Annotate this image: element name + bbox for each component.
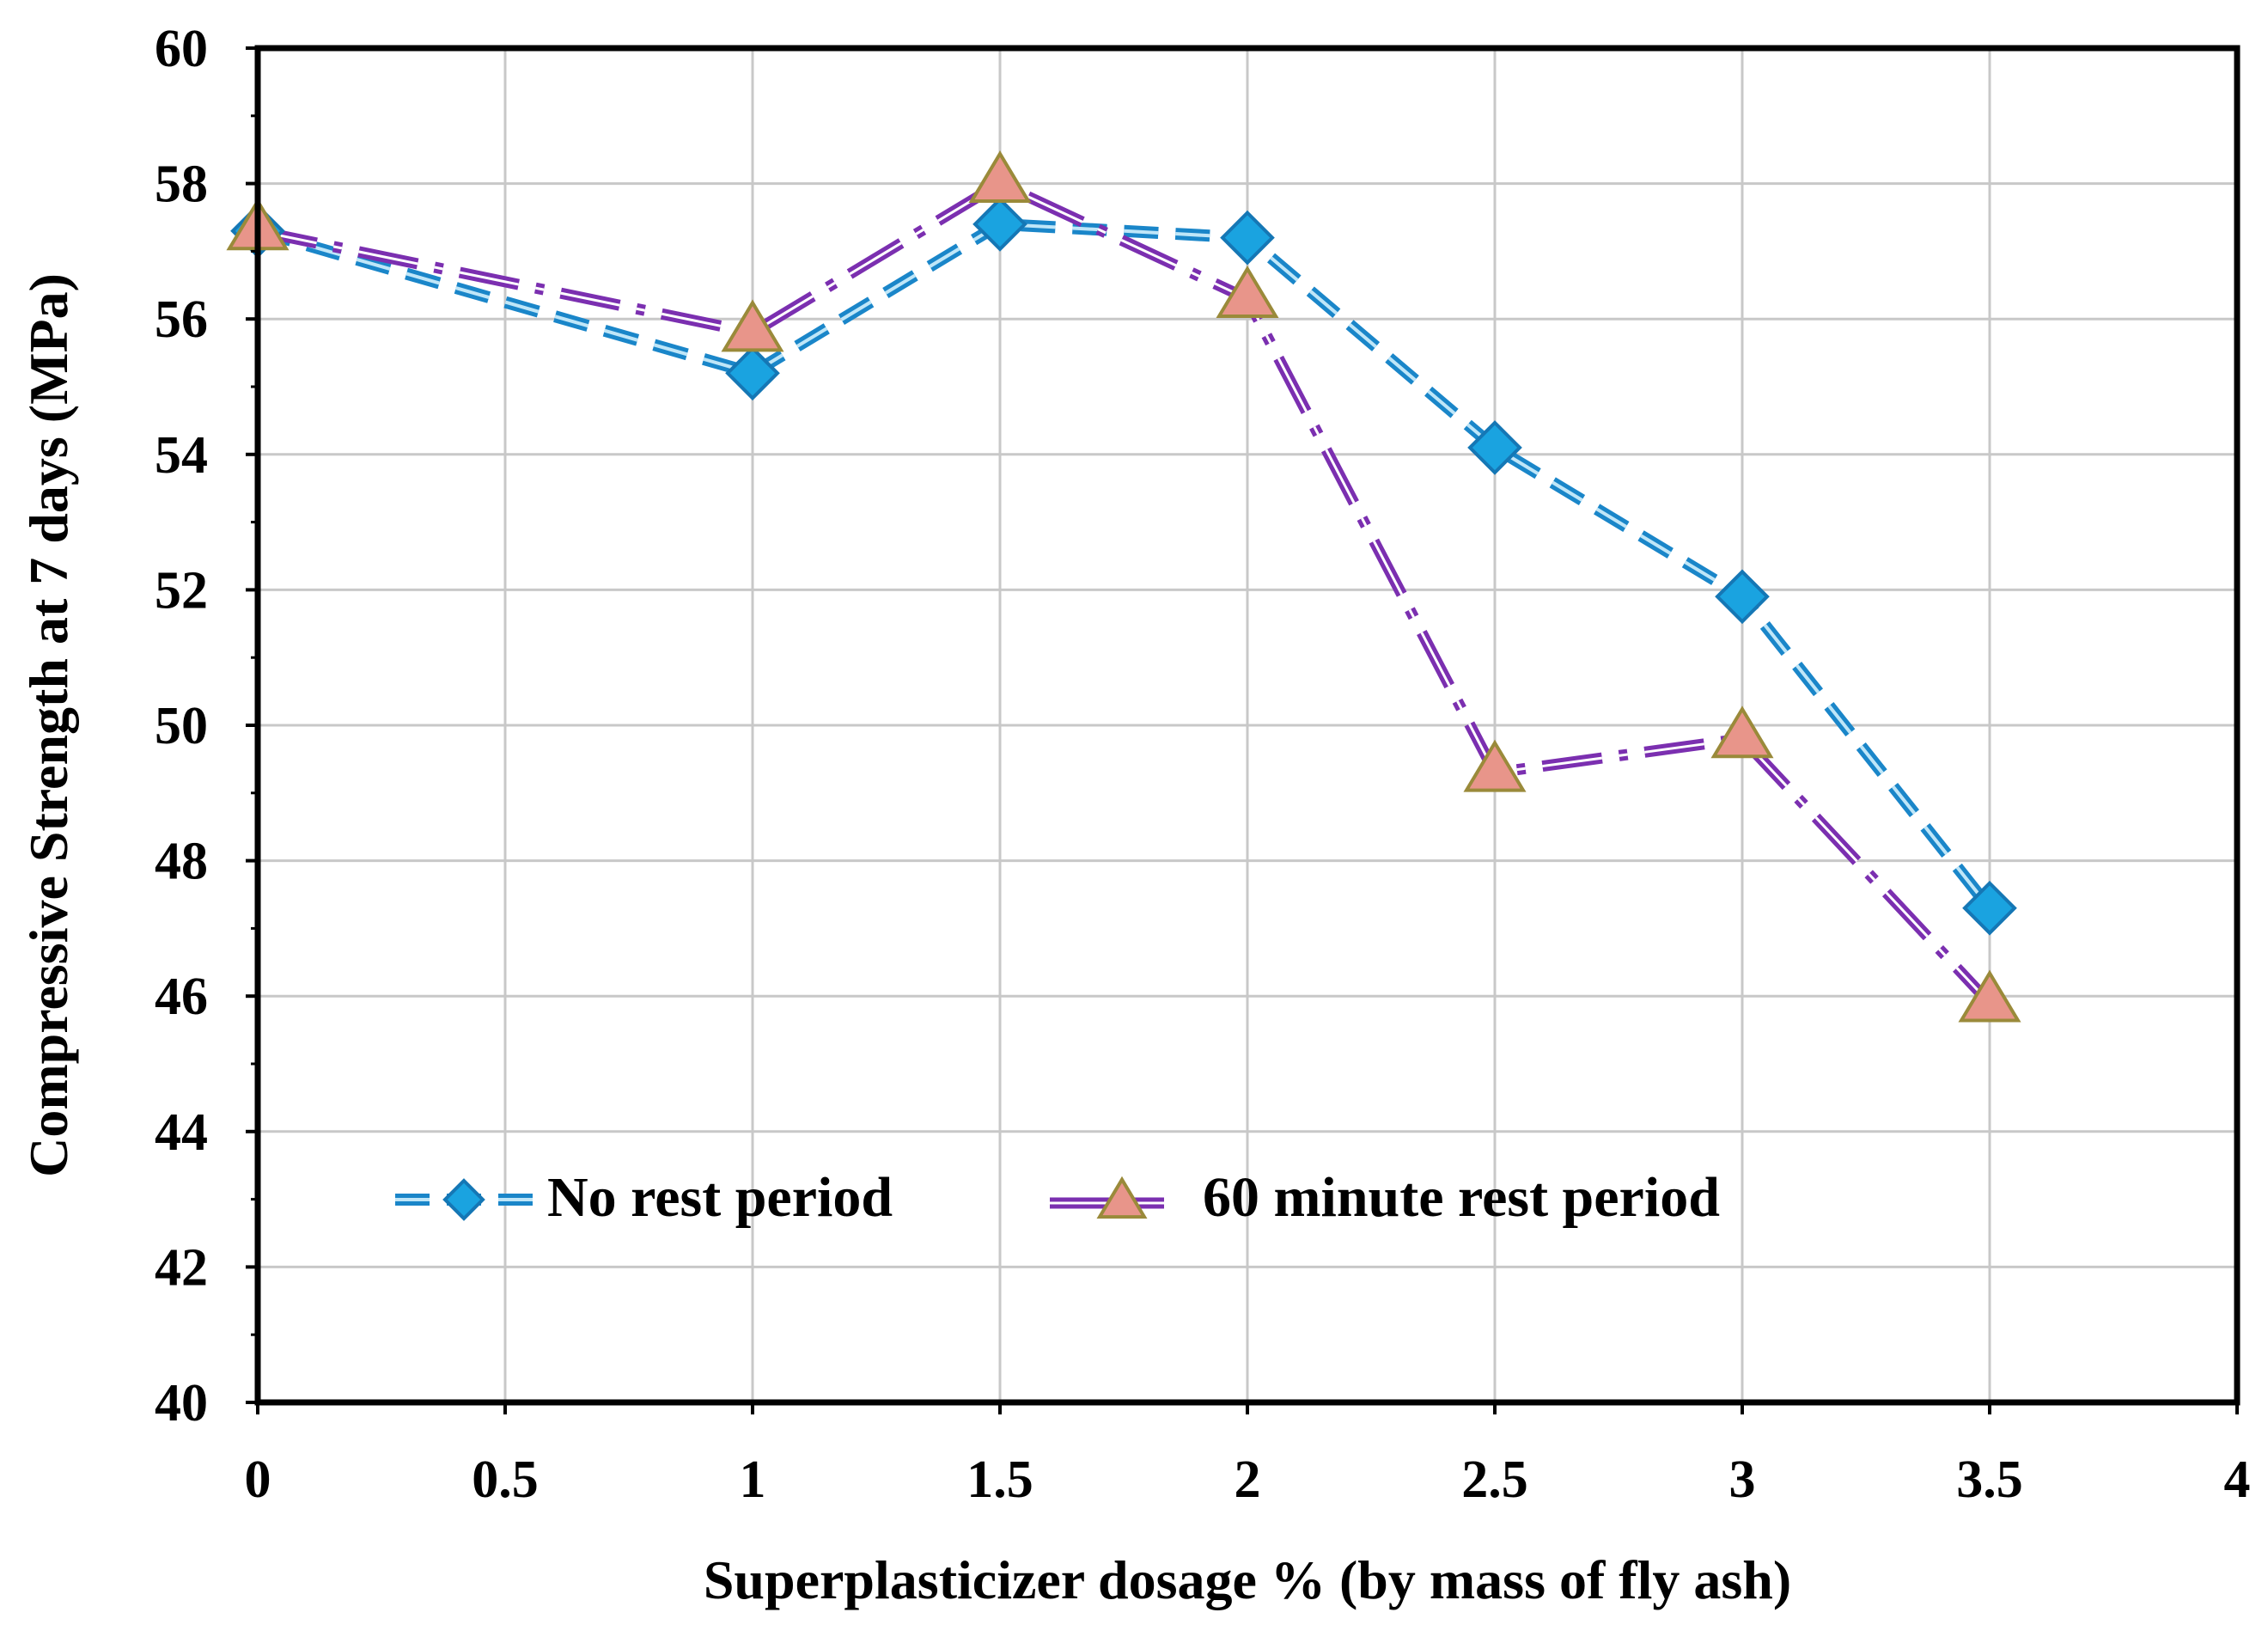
y-tick-label: 54 (155, 426, 208, 485)
data-point-no-rest-period (1220, 210, 1275, 266)
legend-label-no-rest-period: No rest period (547, 1166, 893, 1229)
legend: No rest period 60 minute rest period (395, 1166, 1720, 1229)
y-axis-title: Compressive Strength at 7 days (MPa) (18, 273, 79, 1177)
data-point-60-minute-rest-period (968, 150, 1032, 204)
x-tick-label: 2.5 (1461, 1451, 1528, 1509)
legend-marker-no-rest-period (442, 1178, 485, 1221)
x-tick-label: 3.5 (1956, 1451, 2023, 1509)
x-tick-label: 1 (740, 1451, 766, 1509)
legend-marker-60-minute-rest-period (1096, 1176, 1148, 1219)
y-tick-label: 50 (155, 697, 208, 755)
data-point-no-rest-period (1715, 569, 1770, 625)
legend-label-60-minute-rest-period: 60 minute rest period (1203, 1166, 1720, 1229)
grid (258, 48, 2237, 1402)
y-tick-label: 42 (155, 1238, 208, 1297)
y-tick-label: 46 (155, 968, 208, 1026)
x-axis-title: Superplasticizer dosage % (by mass of fl… (704, 1549, 1791, 1610)
x-tick-label: 4 (2224, 1451, 2251, 1509)
tick-labels: 0 0.5 1 1.5 2 2.5 3 3.5 4 40 42 44 46 48 50 52 54 56 58 60 (155, 20, 2251, 1509)
data-point-60-minute-rest-period (1216, 266, 1279, 319)
data-point-60-minute-rest-period (1463, 739, 1527, 792)
legend-symbol-no-rest-period (395, 1178, 533, 1221)
y-tick-label: 44 (155, 1103, 208, 1162)
data-point-60-minute-rest-period (721, 299, 784, 352)
y-tick-label: 58 (155, 156, 208, 214)
x-tick-label: 2 (1235, 1451, 1261, 1509)
y-tick-label: 40 (155, 1374, 208, 1432)
data-point-no-rest-period (1467, 420, 1522, 475)
series-markers (226, 150, 2021, 1023)
x-tick-label: 3 (1729, 1451, 1756, 1509)
data-point-no-rest-period (1962, 880, 2017, 936)
x-tick-label: 0.5 (472, 1451, 539, 1509)
y-tick-label: 56 (155, 290, 208, 349)
y-tick-label: 60 (155, 20, 208, 78)
legend-symbol-60-minute-rest-period (1050, 1176, 1164, 1219)
data-point-60-minute-rest-period (1958, 969, 2021, 1023)
data-point-no-rest-period (972, 197, 1027, 252)
x-tick-label: 0 (245, 1451, 271, 1509)
y-tick-label: 52 (155, 561, 208, 620)
x-tick-label: 1.5 (966, 1451, 1033, 1509)
data-point-no-rest-period (725, 345, 780, 401)
y-tick-label: 48 (155, 833, 208, 891)
data-point-60-minute-rest-period (1710, 705, 1774, 759)
axis-ticks (246, 46, 2239, 1414)
